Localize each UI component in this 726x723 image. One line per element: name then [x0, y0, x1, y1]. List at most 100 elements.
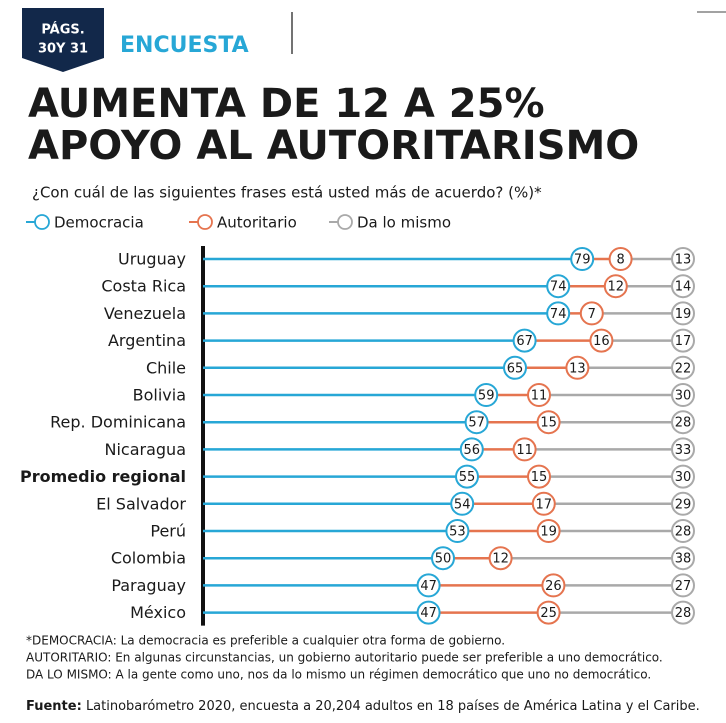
category-label: México [130, 603, 186, 622]
value-label: 13 [569, 361, 586, 376]
value-marker [671, 383, 695, 407]
value-label: 15 [531, 470, 548, 485]
value-marker [671, 274, 695, 299]
value-marker [671, 301, 695, 326]
value-marker [455, 464, 479, 489]
note: AUTORITARIO: En algunas circunstancias, … [26, 651, 663, 665]
value-marker [608, 247, 633, 271]
value-label: 26 [545, 579, 562, 594]
value-label: 50 [435, 552, 452, 567]
value-label: 65 [507, 361, 524, 376]
badge [22, 8, 104, 72]
value-label: 12 [608, 280, 625, 295]
value-label: 74 [550, 307, 567, 322]
value-label: 67 [516, 334, 533, 349]
category-label: Uruguay [118, 250, 186, 269]
value-marker [450, 491, 475, 516]
badge-text: 30Y 31 [38, 42, 88, 57]
value-marker [531, 491, 556, 516]
source-label: Fuente: [26, 699, 82, 714]
value-marker [459, 437, 484, 462]
category-label: Chile [146, 358, 186, 377]
value-label: 47 [420, 606, 437, 621]
value-marker [671, 600, 695, 625]
category-label: Rep. Dominicana [50, 413, 186, 432]
value-label: 19 [540, 525, 557, 540]
value-label: 8 [616, 253, 624, 268]
value-marker [546, 274, 571, 299]
value-marker [671, 573, 695, 598]
legend: Democracia Autoritario Da lo mismo [26, 214, 451, 232]
value-label: 29 [675, 497, 692, 512]
value-marker [512, 328, 537, 353]
value-label: 13 [675, 253, 692, 268]
category-label: Colombia [111, 549, 186, 568]
value-marker [671, 355, 695, 380]
value-label: 47 [420, 579, 437, 594]
value-label: 74 [550, 280, 567, 295]
chart-subtitle: ¿Con cuál de las siguientes frases está … [32, 184, 542, 202]
value-label: 30 [675, 470, 692, 485]
value-label: 33 [675, 443, 692, 458]
value-marker [503, 355, 527, 380]
value-marker [541, 573, 566, 598]
value-label: 22 [675, 361, 692, 376]
category-label: Promedio regional [20, 467, 186, 486]
legend-label: Da lo mismo [357, 214, 451, 232]
source: Fuente: Latinobarómetro 2020, encuesta a… [26, 699, 700, 714]
value-label: 57 [468, 416, 485, 431]
value-marker [671, 247, 695, 271]
value-label: 30 [675, 389, 692, 404]
note: DA LO MISMO: A la gente como uno, nos da… [26, 668, 651, 682]
value-label: 11 [516, 443, 533, 458]
value-marker [671, 464, 695, 489]
value-marker [474, 383, 499, 407]
value-label: 11 [531, 389, 548, 404]
category-label: Bolivia [133, 386, 186, 405]
value-marker [579, 301, 604, 326]
value-marker [431, 546, 455, 571]
category-label: Venezuela [104, 304, 186, 323]
value-marker [536, 600, 561, 625]
value-marker [416, 573, 441, 598]
chart-title: APOYO AL AUTORITARISMO [28, 123, 639, 169]
legend-marker [337, 214, 353, 230]
value-marker [671, 546, 695, 571]
category-label: Perú [150, 522, 186, 541]
legend-label: Democracia [54, 214, 144, 232]
value-marker [488, 546, 513, 571]
value-label: 7 [588, 307, 596, 322]
value-marker [536, 519, 561, 543]
value-marker [464, 410, 489, 435]
chart-title: AUMENTA DE 12 A 25% [28, 81, 545, 127]
value-marker [570, 247, 595, 271]
value-label: 55 [459, 470, 476, 485]
notes: *DEMOCRACIA: La democracia es preferible… [26, 634, 663, 682]
note: *DEMOCRACIA: La democracia es preferible… [26, 634, 505, 648]
value-marker [527, 464, 551, 489]
value-label: 25 [540, 606, 557, 621]
value-marker [565, 355, 590, 380]
legend-marker [197, 214, 213, 230]
value-marker [416, 600, 441, 625]
category-label: Costa Rica [101, 277, 186, 296]
value-label: 79 [574, 253, 591, 268]
value-label: 14 [675, 280, 692, 295]
value-marker [527, 383, 551, 407]
value-label: 28 [675, 525, 692, 540]
source-text: Latinobarómetro 2020, encuesta a 20,204 … [86, 699, 700, 714]
category-label: Nicaragua [105, 440, 187, 459]
value-label: 28 [675, 416, 692, 431]
category-label: Argentina [108, 331, 186, 350]
value-label: 53 [449, 525, 466, 540]
value-marker [512, 437, 537, 462]
value-label: 19 [675, 307, 692, 322]
legend-label: Autoritario [217, 214, 297, 232]
value-label: 38 [675, 552, 692, 567]
category-label: Paraguay [111, 576, 186, 595]
value-label: 59 [478, 389, 495, 404]
value-label: 15 [540, 416, 557, 431]
value-label: 17 [536, 497, 553, 512]
value-marker [546, 301, 571, 326]
